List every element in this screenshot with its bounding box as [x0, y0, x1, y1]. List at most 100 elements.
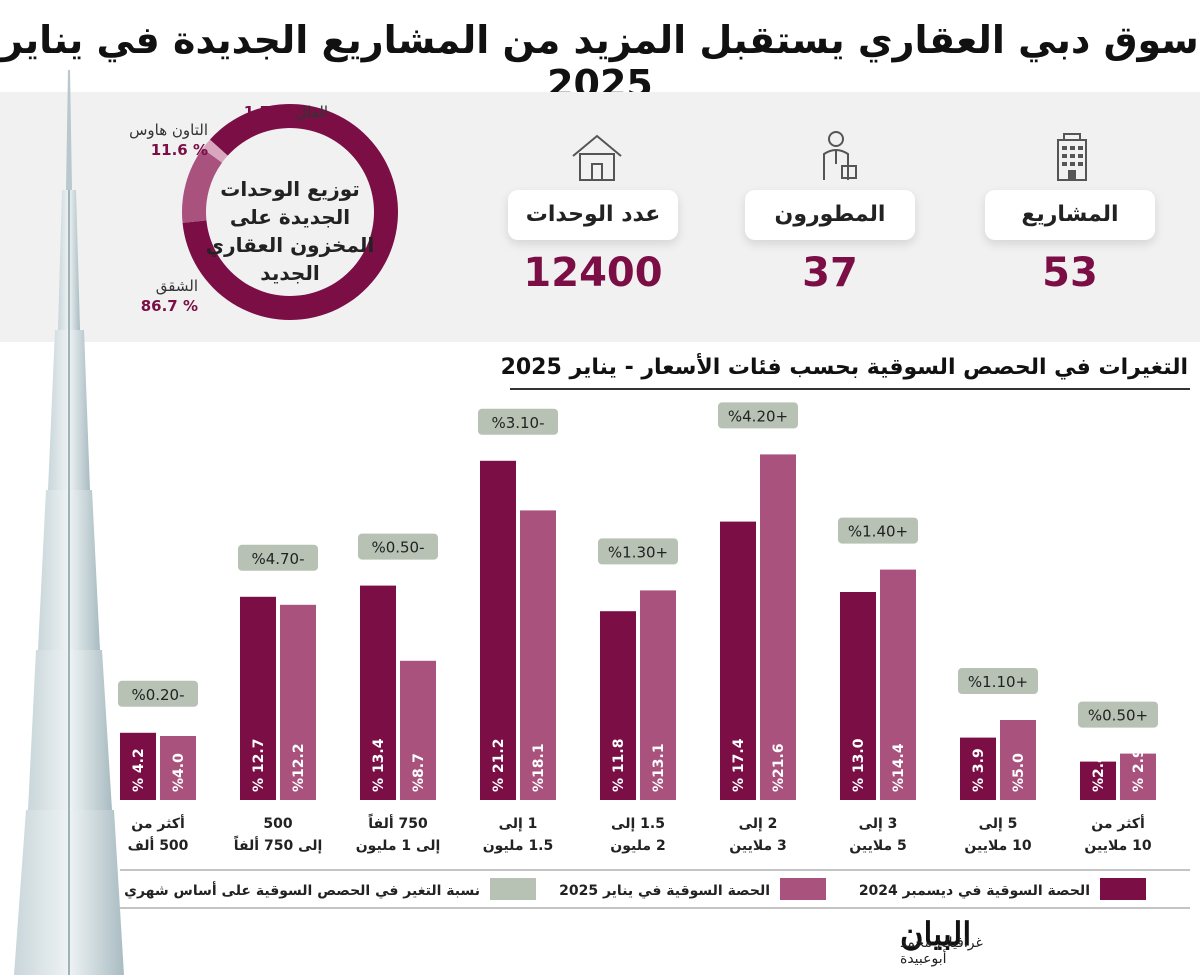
building-icon — [1050, 132, 1094, 186]
category-label: 750 ألفاً — [368, 813, 428, 832]
bar-jan-2025 — [760, 454, 796, 800]
category-label: 10 ملايين — [964, 838, 1031, 854]
bar-value-label: %4.0 — [171, 753, 187, 792]
change-label: %0.20- — [131, 686, 184, 704]
category-label: أكثر من — [131, 814, 185, 832]
category-label: 500 — [263, 816, 292, 832]
bar-value-label: % 13.4 — [371, 738, 387, 792]
change-badge — [478, 408, 558, 435]
change-badge — [118, 680, 198, 707]
stat-developers-label: المطورون — [745, 190, 915, 240]
brand-logo: البيان — [900, 915, 972, 953]
bar-value-label: %8.7 — [411, 753, 427, 792]
category-label: 500 ألف — [128, 836, 189, 854]
stat-projects-value: 53 — [1042, 250, 1098, 296]
bar-jan-2025 — [1120, 753, 1156, 800]
bar-dec-2024 — [120, 732, 156, 800]
bar-value-label: % 3.9 — [971, 748, 987, 792]
bar-value-label: %2.4 — [1091, 753, 1107, 792]
legend-label: الحصة السوقية في يناير 2025 — [559, 883, 770, 899]
bar-jan-2025 — [400, 660, 436, 800]
donut-label-villas: الفلل % 1.7 — [228, 102, 328, 122]
donut-label-apartments-name: الشقق — [155, 277, 198, 295]
category-label: 10 ملايين — [1084, 838, 1151, 854]
donut-label-townhouse-value: % 11.6 — [150, 141, 208, 159]
chart-title-underline — [510, 388, 1190, 390]
change-badge — [958, 668, 1038, 694]
bar-value-label: %21.6 — [771, 743, 787, 792]
bar-value-label: % 2.9 — [1131, 748, 1147, 792]
bar-value-label: % 4.2 — [131, 748, 147, 792]
legend-swatch — [490, 878, 536, 900]
donut-label-apartments-value: % 86.7 — [140, 297, 198, 315]
bar-dec-2024 — [840, 592, 876, 800]
donut-label-townhouse-name: التاون هاوس — [129, 121, 208, 139]
change-badge — [1078, 701, 1158, 728]
donut-label-villas-name: الفلل — [295, 103, 328, 121]
category-label: 1 إلى — [499, 816, 538, 832]
donut-slice — [182, 148, 223, 223]
page-title: سوق دبي العقاري يستقبل المزيد من المشاري… — [1, 18, 1199, 106]
category-label: 1.5 إلى — [611, 816, 665, 832]
bar-value-label: % 11.8 — [611, 739, 627, 792]
bar-value-label: %12.2 — [291, 743, 307, 792]
change-label: %1.30+ — [608, 543, 668, 561]
bar-dec-2024 — [600, 611, 636, 800]
change-label: %3.10- — [491, 414, 544, 432]
bar-dec-2024 — [240, 596, 276, 800]
bar-value-label: %13.1 — [651, 743, 667, 792]
donut-center-text: توزيع الوحدات الجديدة على المخزون العقار… — [205, 177, 375, 285]
chart-title: التغيرات في الحصص السوقية بحسب فئات الأس… — [500, 355, 1188, 380]
change-badge — [718, 402, 798, 429]
change-label: %1.40+ — [848, 523, 908, 541]
change-label: %4.20+ — [728, 407, 788, 425]
bar-jan-2025 — [520, 510, 556, 800]
change-label: %4.70- — [251, 550, 304, 568]
legend-swatch — [1100, 878, 1146, 900]
legend-swatch — [780, 878, 826, 900]
change-badge — [838, 517, 918, 544]
donut-slice — [202, 139, 228, 163]
bar-dec-2024 — [360, 585, 396, 800]
bar-value-label: % 17.4 — [731, 738, 747, 792]
bar-dec-2024 — [480, 460, 516, 800]
stat-developers-value: 37 — [802, 250, 858, 296]
category-label: 1.5 مليون — [483, 838, 554, 854]
bar-jan-2025 — [280, 604, 316, 800]
category-label: 5 إلى — [979, 816, 1018, 832]
change-label: %0.50+ — [1088, 707, 1148, 725]
change-badge — [598, 538, 678, 565]
category-label: 2 إلى — [739, 816, 778, 832]
stat-units-value: 12400 — [523, 250, 663, 296]
bar-value-label: %5.0 — [1011, 753, 1027, 792]
category-label: إلى 750 ألفاً — [234, 835, 323, 854]
tower-illustration — [14, 70, 124, 975]
bar-jan-2025 — [880, 569, 916, 800]
legend-label: نسبة التغير في الحصص السوقية على أساس شه… — [124, 881, 480, 900]
bar-dec-2024 — [960, 737, 996, 800]
donut-chart — [182, 103, 398, 320]
change-label: %1.10+ — [968, 673, 1028, 691]
bar-jan-2025 — [160, 736, 196, 800]
stat-projects-label: المشاريع — [985, 190, 1155, 240]
category-label: أكثر من — [1091, 814, 1145, 832]
graphic-credit: غرافيك: محمد أبوعبيدة — [900, 935, 983, 967]
category-label: 3 إلى — [859, 816, 898, 832]
house-icon — [570, 132, 624, 186]
donut-label-townhouse: التاون هاوس % 11.6 — [118, 120, 208, 160]
category-label: إلى 1 مليون — [356, 838, 441, 854]
stat-units-label: عدد الوحدات — [508, 190, 678, 240]
change-badge — [238, 544, 318, 571]
legend-label: الحصة السوقية في ديسمبر 2024 — [859, 883, 1090, 899]
bar-value-label: %18.1 — [531, 743, 547, 792]
change-badge — [358, 533, 438, 560]
change-label: %0.50- — [371, 539, 424, 557]
bar-jan-2025 — [640, 590, 676, 800]
bar-value-label: % 13.0 — [851, 738, 867, 792]
businessman-icon — [818, 130, 858, 188]
bar-value-label: % 12.7 — [251, 739, 267, 792]
bar-dec-2024 — [720, 521, 756, 800]
bar-value-label: % 21.2 — [491, 739, 507, 792]
category-label: 5 ملايين — [849, 838, 907, 854]
